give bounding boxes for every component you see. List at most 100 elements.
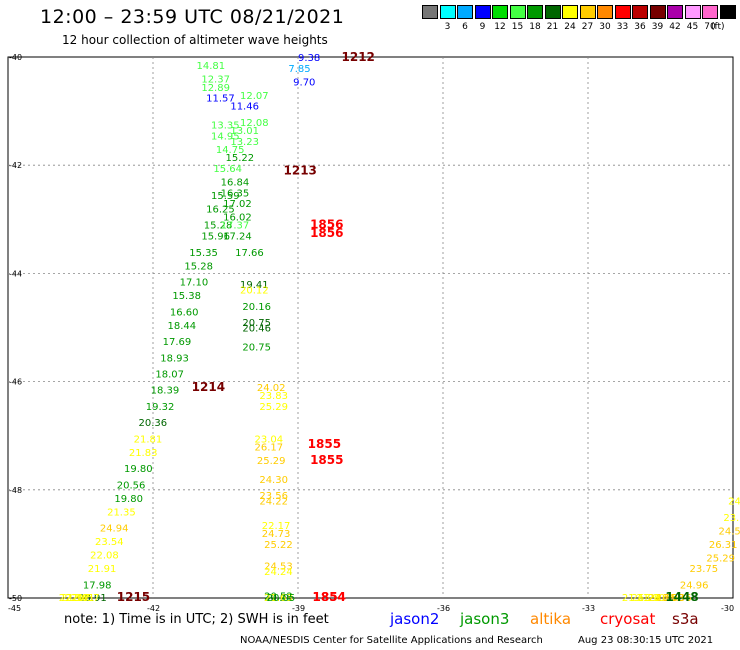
colorbar-label: 30 bbox=[599, 22, 611, 32]
pass-time-label: 1854 bbox=[313, 590, 346, 604]
colorbar-swatch bbox=[632, 5, 648, 19]
wave-height-value: 17.10 bbox=[180, 278, 209, 289]
lat-tick-label: -48 bbox=[9, 486, 22, 495]
wave-height-value: 21.81 bbox=[134, 434, 163, 445]
colorbar-swatch bbox=[649, 5, 666, 19]
pass-time-label: 1212 bbox=[342, 50, 375, 64]
lat-tick-label: -46 bbox=[9, 378, 22, 387]
wave-height-value: 12.08 bbox=[240, 118, 269, 129]
wave-height-value: 12.37 bbox=[201, 75, 230, 86]
wave-height-value: 23.31 bbox=[723, 513, 740, 524]
wave-height-value: 17.02 bbox=[223, 199, 252, 210]
wave-height-value: 21.83 bbox=[129, 448, 158, 459]
wave-height-value: 20.75 bbox=[242, 342, 271, 353]
satellite-legend-altika: altika bbox=[530, 610, 572, 628]
pass-time-label: 1856 bbox=[310, 218, 343, 232]
wave-height-value: 15.96 bbox=[201, 232, 230, 243]
colorbar-swatch bbox=[422, 5, 438, 19]
wave-height-value: 19.80 bbox=[124, 464, 153, 475]
lat-tick-label: -44 bbox=[9, 269, 22, 278]
wave-height-value: 19.80 bbox=[114, 494, 143, 505]
wave-height-value: 9.38 bbox=[298, 53, 320, 64]
colorbar-swatch bbox=[702, 5, 718, 19]
colorbar-label: 27 bbox=[581, 22, 594, 32]
wave-height-value: 26.17 bbox=[255, 443, 284, 454]
wave-height-value: 25.29 bbox=[706, 553, 735, 564]
wave-height-value: 9.70 bbox=[293, 77, 315, 88]
wave-height-value: 26.31 bbox=[709, 540, 738, 551]
colorbar-swatch bbox=[439, 5, 456, 19]
pass-time-label: 1855 bbox=[308, 437, 341, 451]
wave-height-value: 20.95 bbox=[264, 593, 293, 604]
wave-height-value: 15.64 bbox=[213, 164, 242, 175]
wave-height-value: 20.46 bbox=[242, 324, 271, 335]
colorbar-swatch bbox=[719, 5, 736, 19]
colorbar-swatch bbox=[667, 5, 683, 19]
wave-height-value: 13.01 bbox=[230, 126, 259, 137]
lon-tick-label: -45 bbox=[8, 604, 21, 613]
wave-height-value: 26.03 bbox=[656, 593, 685, 604]
wave-height-value: 11.46 bbox=[230, 102, 259, 113]
wave-height-value: 21.28 bbox=[632, 593, 661, 604]
colorbar-label: 45 bbox=[686, 22, 699, 32]
pass-time-label: 1448 bbox=[665, 590, 698, 604]
wave-height-value: 19.32 bbox=[146, 402, 175, 413]
wave-height-value: 15.35 bbox=[189, 248, 218, 259]
wave-height-value: 24.57 bbox=[719, 526, 740, 537]
wave-height-value: 24.94 bbox=[100, 524, 129, 535]
colorbar-label: 39 bbox=[651, 22, 664, 32]
wave-height-value: 23.83 bbox=[259, 391, 288, 402]
colorbar-unit: (ft) bbox=[711, 22, 725, 32]
wave-height-value: 15.22 bbox=[226, 153, 255, 164]
wave-height-value: 21.35 bbox=[107, 507, 136, 518]
wave-height-value: 15.59 bbox=[211, 191, 240, 202]
lon-tick-label: -42 bbox=[147, 604, 160, 613]
wave-height-value: 24.53 bbox=[264, 562, 293, 573]
colorbar-swatch bbox=[684, 5, 701, 19]
colorbar-swatch bbox=[457, 5, 473, 19]
pass-time-label: 1214 bbox=[192, 380, 225, 394]
wave-height-value: 14.95 bbox=[211, 131, 240, 142]
colorbar-label: 21 bbox=[546, 22, 559, 32]
lat-tick-label: -50 bbox=[9, 594, 22, 603]
colorbar-label: 70 bbox=[704, 22, 716, 32]
wave-height-value: 24.30 bbox=[259, 475, 288, 486]
wave-height-value: 21.63 bbox=[622, 593, 651, 604]
pass-time-label: 1215 bbox=[117, 590, 150, 604]
lon-tick-label: -30 bbox=[721, 604, 734, 613]
colorbar-swatch bbox=[544, 5, 561, 19]
note-text: note: 1) Time is in UTC; 2) SWH is in fe… bbox=[64, 612, 329, 627]
wave-height-value: 20.75 bbox=[242, 318, 271, 329]
wave-height-value: 13.35 bbox=[211, 121, 240, 132]
wave-height-value: 15.28 bbox=[204, 221, 233, 232]
wave-height-value: 22.08 bbox=[90, 551, 119, 562]
wave-height-value: 20.16 bbox=[242, 302, 271, 313]
generation-timestamp: Aug 23 08:30:15 UTC 2021 bbox=[578, 635, 714, 646]
satellite-legend-jason2: jason2 bbox=[390, 610, 440, 628]
pass-time-label: 1213 bbox=[284, 164, 317, 178]
lat-tick-label: -40 bbox=[9, 53, 22, 62]
wave-height-value: 11.57 bbox=[206, 94, 235, 105]
colorbar-swatch bbox=[474, 5, 491, 19]
page-subtitle: 12 hour collection of altimeter wave hei… bbox=[62, 33, 328, 47]
wave-height-value: 21.57 bbox=[71, 593, 100, 604]
wave-height-value: 18.93 bbox=[160, 353, 189, 364]
wave-height-value: 24.55 bbox=[648, 593, 677, 604]
wave-height-value: 22.81 bbox=[66, 593, 95, 604]
wave-height-value: 24.96 bbox=[680, 580, 709, 591]
wave-height-value: 18.44 bbox=[168, 321, 197, 332]
wave-height-value: 20.12 bbox=[240, 286, 269, 297]
colorbar-label: 33 bbox=[616, 22, 629, 32]
lon-tick-label: -33 bbox=[582, 604, 595, 613]
wave-height-value: 22.17 bbox=[262, 521, 291, 532]
colorbar-label: 6 bbox=[462, 22, 468, 32]
pass-time-label: 1855 bbox=[310, 453, 343, 467]
colorbar-label: 3 bbox=[444, 22, 451, 32]
wave-height-value: 24.02 bbox=[257, 383, 286, 394]
pass-time-label: 1854 bbox=[313, 590, 346, 604]
wave-height-value: 19.41 bbox=[240, 280, 269, 291]
wave-height-value: 25.29 bbox=[257, 456, 286, 467]
wave-height-value: 22.34 bbox=[59, 593, 88, 604]
map-frame bbox=[7, 56, 734, 599]
wave-height-value: 23.04 bbox=[255, 434, 284, 445]
